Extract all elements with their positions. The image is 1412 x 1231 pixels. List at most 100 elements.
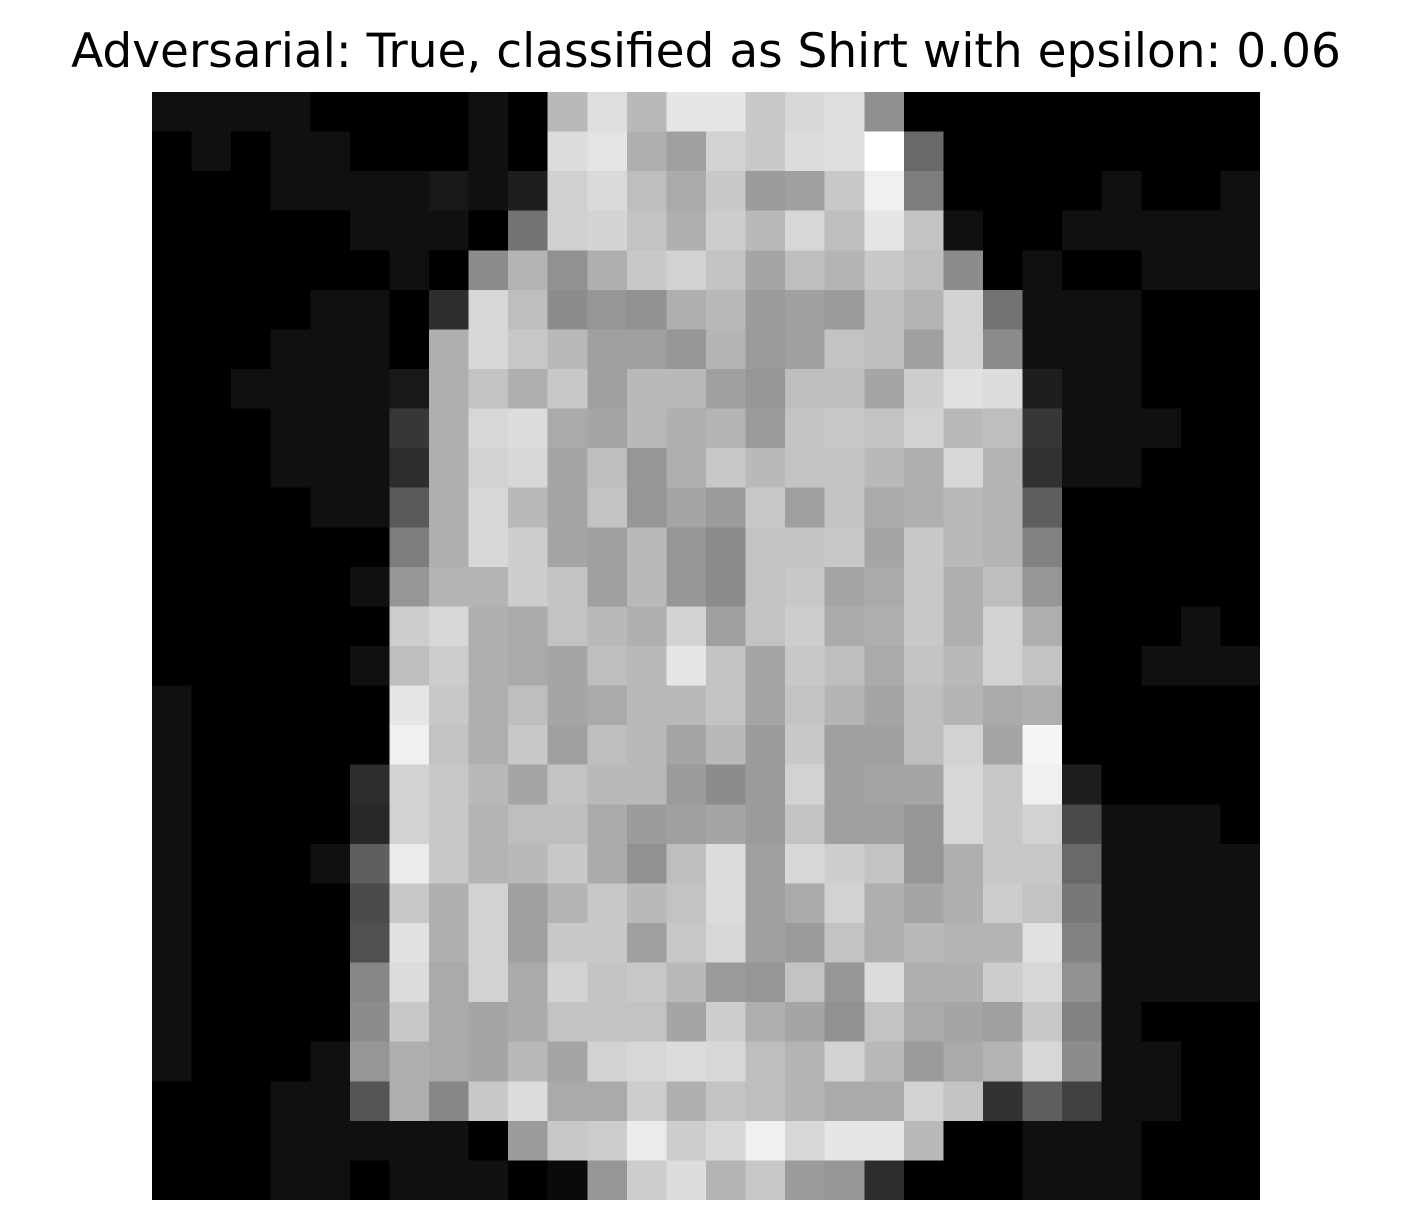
pixel-cell: [1180, 448, 1222, 489]
pixel-cell: [903, 1002, 945, 1043]
pixel-cell: [864, 329, 905, 370]
pixel-cell: [468, 171, 509, 212]
pixel-cell: [191, 448, 232, 489]
pixel-cell: [1062, 487, 1103, 529]
pixel-cell: [349, 883, 391, 924]
pixel-cell: [349, 171, 391, 212]
pixel-cell: [429, 369, 470, 410]
pixel-cell: [1022, 92, 1063, 133]
pixel-cell: [864, 725, 905, 766]
pixel-cell: [429, 92, 470, 133]
pixel-cell: [429, 448, 470, 489]
pixel-cell: [547, 1002, 589, 1043]
pixel-cell: [903, 725, 945, 766]
pixel-cell: [310, 210, 351, 252]
pixel-cell: [1062, 171, 1103, 212]
pixel-cell: [191, 210, 232, 252]
pixel-cell: [508, 646, 549, 687]
pixel-cell: [864, 883, 905, 924]
pixel-cell: [706, 448, 747, 489]
pixel-cell: [468, 131, 509, 172]
pixel-cell: [231, 92, 272, 133]
pixel-cell: [191, 289, 232, 331]
pixel-cell: [706, 685, 747, 726]
pixel-cell: [468, 1041, 509, 1083]
pixel-cell: [824, 329, 866, 370]
pixel-cell: [349, 606, 391, 647]
pixel-cell: [903, 527, 945, 568]
pixel-cell: [706, 764, 747, 806]
pixel-cell: [508, 210, 549, 252]
pixel-cell: [1062, 408, 1103, 449]
pixel-cell: [152, 487, 193, 529]
pixel-cell: [903, 646, 945, 687]
pixel-cell: [508, 1160, 549, 1200]
pixel-cell: [1141, 369, 1182, 410]
pixel-cell: [191, 131, 232, 172]
pixel-cell: [943, 646, 984, 687]
pixel-cell: [983, 1081, 1024, 1122]
pixel-cell: [429, 646, 470, 687]
pixel-cell: [745, 131, 786, 172]
pixel-cell: [864, 448, 905, 489]
pixel-cell: [1101, 646, 1143, 687]
pixel-cell: [270, 1120, 312, 1162]
pixel-cell: [389, 566, 430, 608]
pixel-cell: [508, 408, 549, 449]
pixel-cell: [983, 804, 1024, 845]
pixel-cell: [547, 566, 589, 608]
pixel-cell: [547, 329, 589, 370]
pixel-cell: [389, 92, 430, 133]
pixel-cell: [547, 1120, 589, 1162]
pixel-cell: [310, 171, 351, 212]
pixel-cell: [547, 448, 589, 489]
pixel-cell: [864, 646, 905, 687]
pixel-cell: [349, 843, 391, 885]
pixel-cell: [943, 369, 984, 410]
pixel-cell: [310, 250, 351, 291]
pixel-cell: [547, 487, 589, 529]
pixel-cell: [1022, 843, 1063, 885]
pixel-cell: [468, 646, 509, 687]
pixel-cell: [429, 210, 470, 252]
pixel-cell: [626, 962, 668, 1003]
pixel-cell: [508, 566, 549, 608]
pixel-cell: [1180, 685, 1222, 726]
pixel-cell: [666, 448, 707, 489]
pixel-cell: [349, 1081, 391, 1122]
pixel-cell: [508, 1041, 549, 1083]
pixel-cell: [1101, 606, 1143, 647]
pixel-cell: [508, 527, 549, 568]
pixel-cell: [745, 843, 786, 885]
pixel-cell: [191, 923, 232, 964]
pixel-cell: [943, 1120, 984, 1162]
pixel-cell: [508, 171, 549, 212]
pixel-cell: [270, 1160, 312, 1200]
pixel-cell: [310, 369, 351, 410]
pixel-cell: [666, 843, 707, 885]
pixel-cell: [1141, 883, 1182, 924]
pixel-cell: [983, 131, 1024, 172]
pixel-cell: [1220, 725, 1260, 766]
pixel-cell: [626, 764, 668, 806]
pixel-cell: [745, 171, 786, 212]
pixel-cell: [191, 883, 232, 924]
pixel-cell: [745, 527, 786, 568]
pixel-cell: [626, 289, 668, 331]
pixel-cell: [864, 369, 905, 410]
pixel-cell: [785, 171, 826, 212]
pixel-cell: [310, 289, 351, 331]
pixel-cell: [310, 606, 351, 647]
pixel-cell: [152, 210, 193, 252]
pixel-cell: [152, 369, 193, 410]
pixel-cell: [1022, 289, 1063, 331]
pixel-cell: [745, 289, 786, 331]
pixel-cell: [152, 527, 193, 568]
pixel-cell: [231, 448, 272, 489]
pixel-cell: [983, 725, 1024, 766]
pixel-cell: [1022, 1002, 1063, 1043]
pixel-cell: [706, 210, 747, 252]
pixel-cell: [626, 804, 668, 845]
pixel-cell: [389, 1160, 430, 1200]
pixel-cell: [389, 962, 430, 1003]
